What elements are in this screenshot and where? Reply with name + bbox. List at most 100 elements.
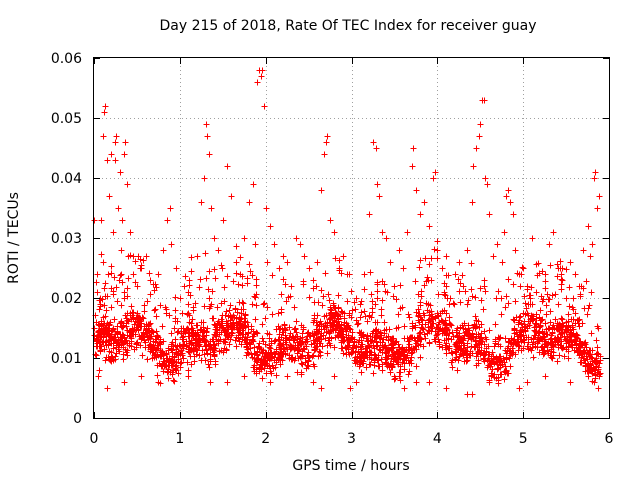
data-point xyxy=(452,271,459,278)
data-point xyxy=(366,211,373,218)
data-point xyxy=(588,330,595,337)
data-point xyxy=(401,366,408,373)
data-point xyxy=(372,327,379,334)
data-point xyxy=(505,338,512,345)
data-point xyxy=(127,252,134,259)
data-point xyxy=(401,349,408,356)
data-point xyxy=(436,319,443,326)
data-point xyxy=(251,293,258,300)
data-point xyxy=(96,367,103,374)
data-point xyxy=(482,175,489,182)
data-point xyxy=(313,326,320,333)
data-point xyxy=(323,139,330,146)
data-point xyxy=(233,259,240,266)
data-point xyxy=(570,295,577,302)
data-point xyxy=(558,315,565,322)
data-point xyxy=(338,339,345,346)
data-point xyxy=(332,255,339,262)
data-point xyxy=(181,328,188,335)
data-point xyxy=(224,273,231,280)
data-point xyxy=(173,359,180,366)
data-point xyxy=(486,327,493,334)
data-point xyxy=(391,283,398,290)
data-point xyxy=(461,358,468,365)
data-point xyxy=(417,299,424,306)
data-point xyxy=(460,351,467,358)
data-point xyxy=(412,324,419,331)
data-point xyxy=(134,283,141,290)
data-point xyxy=(417,211,424,218)
data-point xyxy=(362,348,369,355)
data-point xyxy=(226,341,233,348)
data-point xyxy=(425,301,432,308)
data-point xyxy=(117,169,124,176)
data-point xyxy=(252,241,259,248)
data-point xyxy=(344,298,351,305)
data-point xyxy=(193,322,200,329)
data-point xyxy=(318,385,325,392)
data-point xyxy=(344,325,351,332)
data-point xyxy=(100,133,107,140)
data-point xyxy=(288,283,295,290)
data-point xyxy=(473,145,480,152)
data-point xyxy=(469,199,476,206)
data-point xyxy=(472,343,479,350)
data-point xyxy=(488,355,495,362)
data-point xyxy=(437,325,444,332)
data-point xyxy=(417,354,424,361)
data-point xyxy=(373,343,380,350)
data-point xyxy=(456,288,463,295)
data-point xyxy=(421,282,428,289)
data-point xyxy=(281,322,288,329)
data-point xyxy=(162,362,169,369)
data-point xyxy=(101,285,108,292)
data-point xyxy=(413,379,420,386)
data-point xyxy=(118,323,125,330)
data-point xyxy=(190,304,197,311)
data-point xyxy=(311,312,318,319)
data-point xyxy=(544,331,551,338)
data-point xyxy=(583,278,590,285)
data-point xyxy=(464,301,471,308)
data-point xyxy=(347,385,354,392)
data-point xyxy=(331,321,338,328)
data-point xyxy=(353,379,360,386)
data-point xyxy=(242,318,249,325)
data-point xyxy=(253,302,260,309)
data-point xyxy=(372,319,379,326)
data-point xyxy=(364,318,371,325)
data-point xyxy=(234,322,241,329)
data-point xyxy=(157,302,164,309)
data-point xyxy=(464,357,471,364)
data-point xyxy=(471,322,478,329)
data-point xyxy=(522,323,529,330)
data-point xyxy=(565,311,572,318)
data-point xyxy=(225,334,232,341)
data-point xyxy=(134,310,141,317)
data-point xyxy=(597,353,604,360)
data-point xyxy=(310,319,317,326)
data-point xyxy=(412,343,419,350)
data-point xyxy=(533,311,540,318)
data-point xyxy=(353,295,360,302)
data-point xyxy=(311,299,318,306)
data-point xyxy=(189,330,196,337)
data-point xyxy=(512,247,519,254)
data-point xyxy=(206,151,213,158)
data-point xyxy=(480,306,487,313)
data-point xyxy=(195,332,202,339)
data-point xyxy=(138,262,145,269)
data-point xyxy=(124,352,131,359)
data-point xyxy=(210,349,217,356)
data-point xyxy=(576,323,583,330)
data-point xyxy=(565,348,572,355)
data-point xyxy=(564,337,571,344)
data-point xyxy=(421,312,428,319)
data-point xyxy=(246,199,253,206)
data-point xyxy=(278,291,285,298)
data-point xyxy=(324,350,331,357)
data-point xyxy=(173,265,180,272)
data-point xyxy=(366,312,373,319)
data-point xyxy=(315,353,322,360)
data-point xyxy=(533,261,540,268)
